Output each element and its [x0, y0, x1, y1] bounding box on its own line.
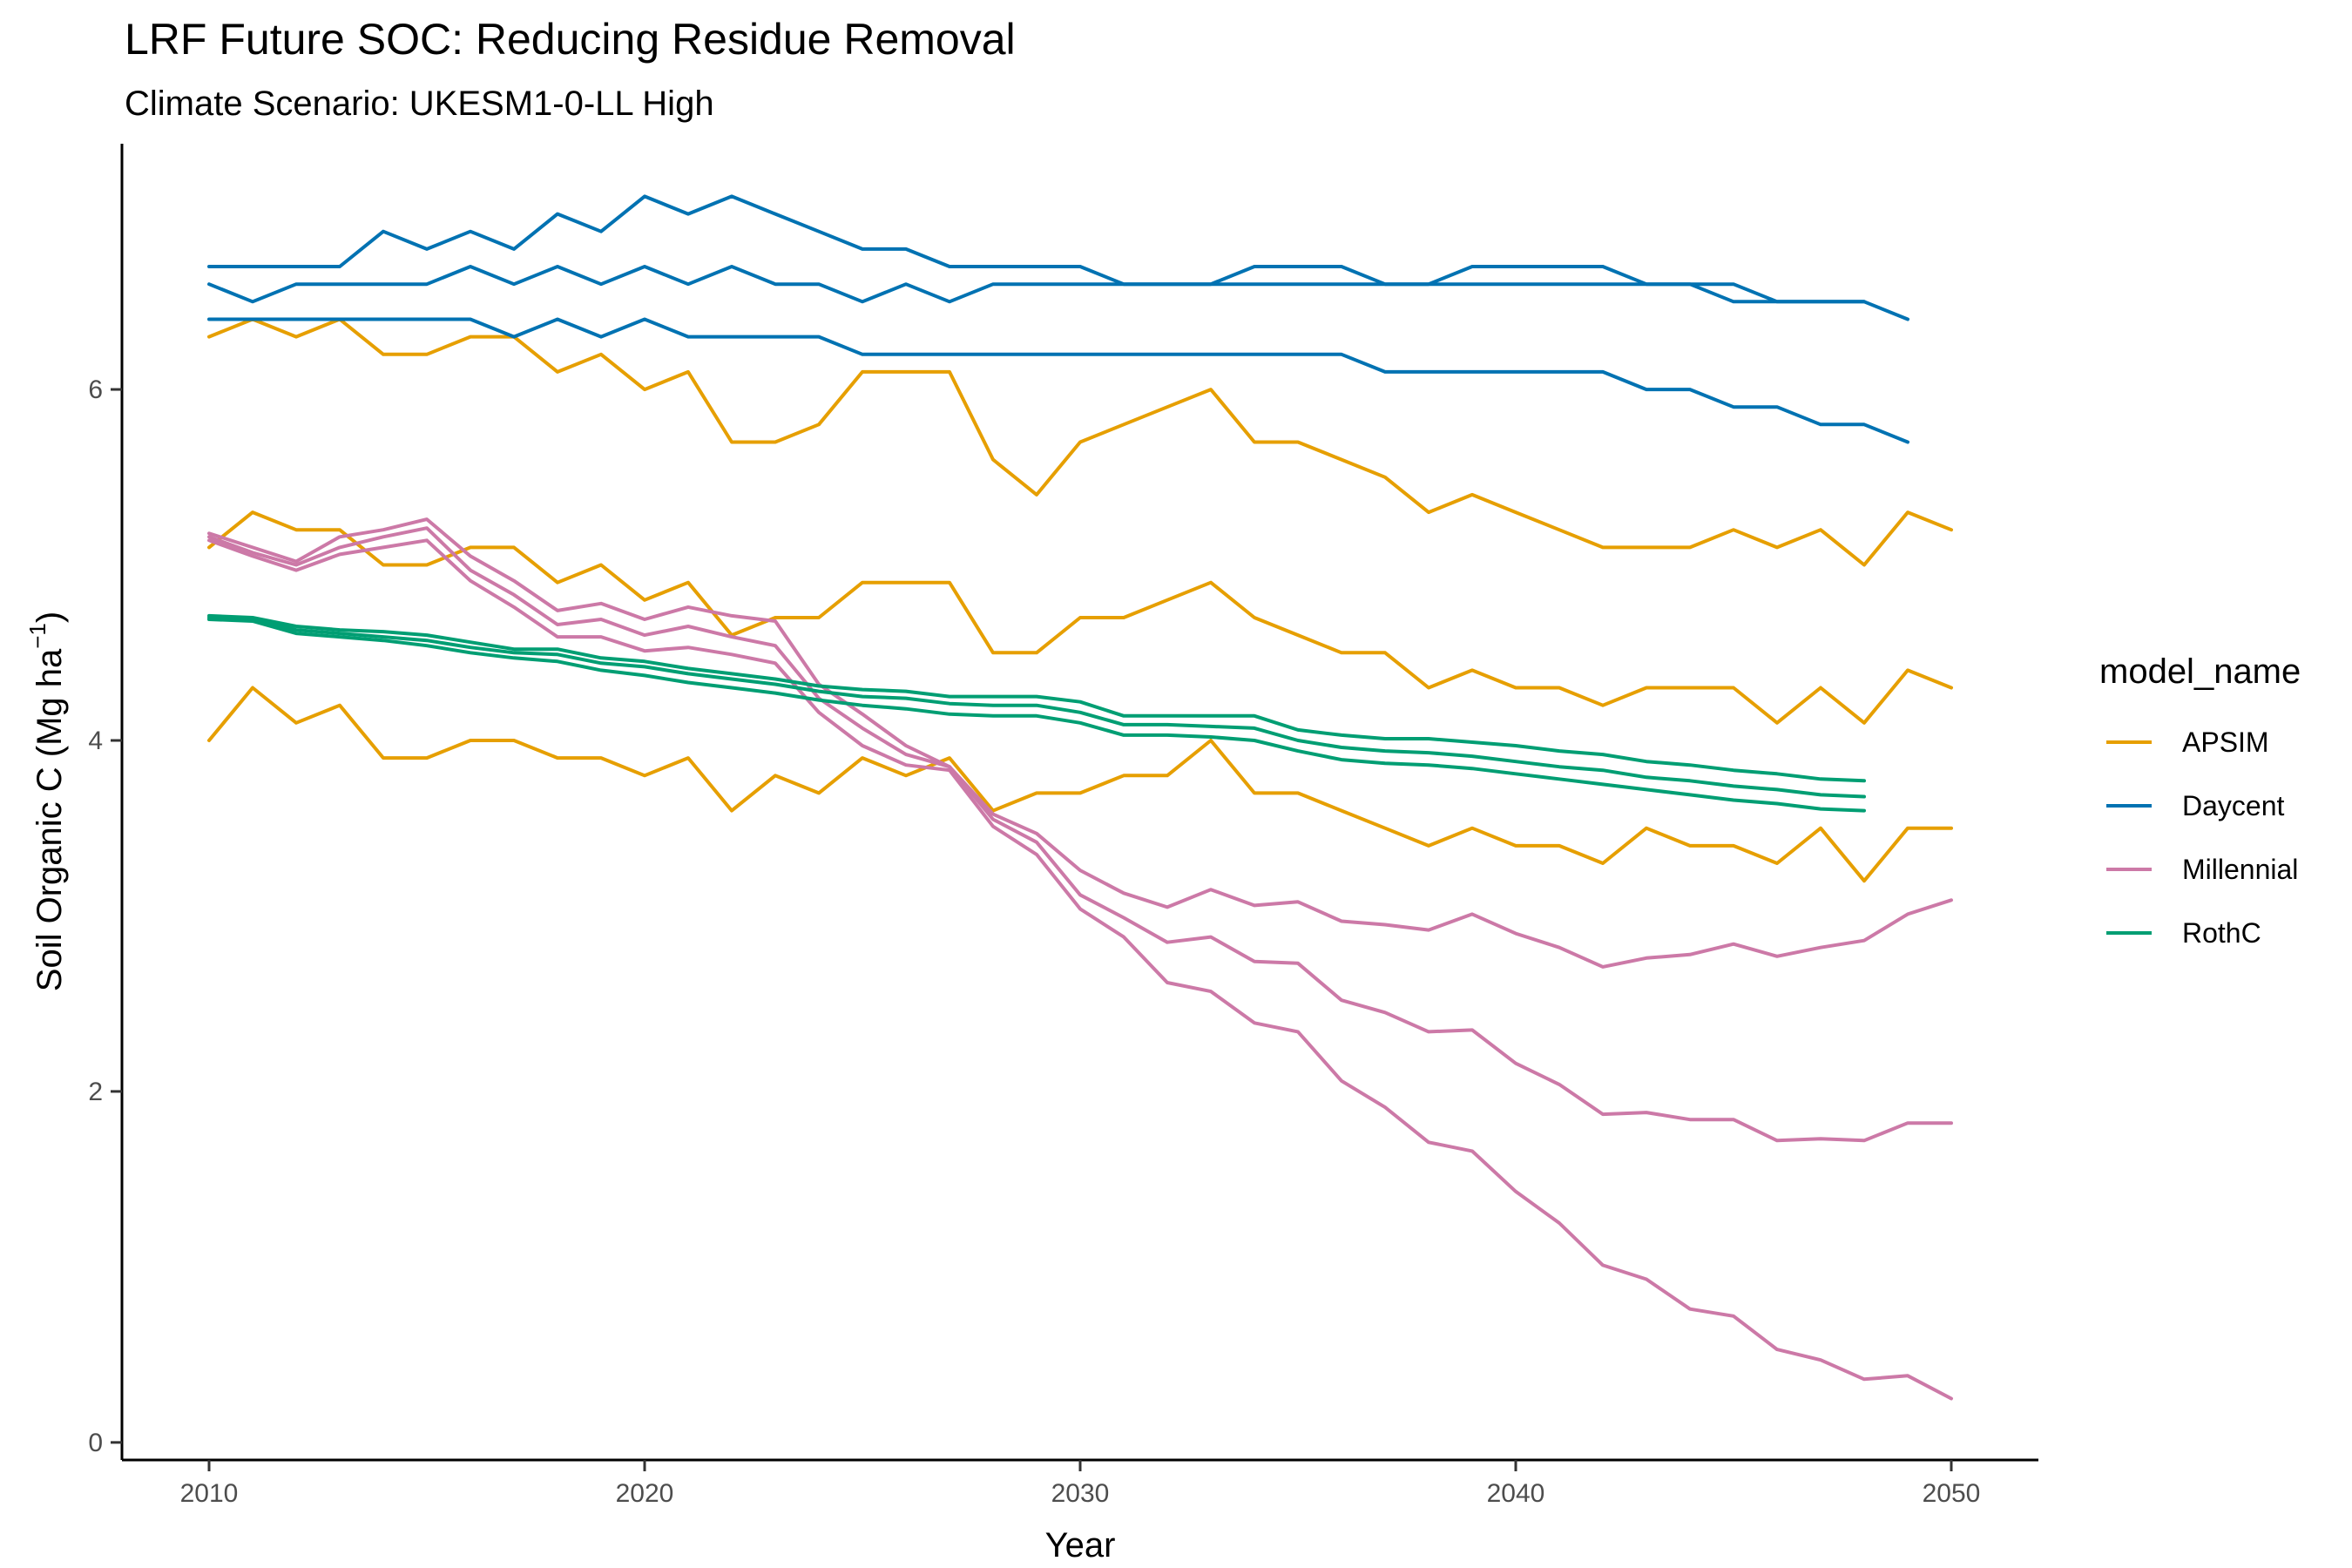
x-tick-label-2010: 2010: [180, 1479, 239, 1508]
series-line-apsim-3: [207, 686, 1953, 883]
y-axis-title: Soil Organic C (Mg ha−1): [24, 612, 69, 991]
x-tick-label-2020: 2020: [616, 1479, 674, 1508]
x-tick-label-2050: 2050: [1923, 1479, 1981, 1508]
series-line-apsim-2: [207, 510, 1953, 725]
x-tick-label-2040: 2040: [1487, 1479, 1545, 1508]
series-line-rothc-12: [207, 618, 1866, 813]
y-tick-label-0: 0: [88, 1429, 103, 1457]
x-axis-title: Year: [1045, 1526, 1116, 1565]
series-line-rothc-10: [207, 613, 1866, 783]
y-axis-title-main: Soil Organic C (Mg ha: [30, 648, 69, 991]
y-axis-title-end: ): [30, 612, 69, 623]
x-axis-ticks: 2010 2020 2030 2040 2050: [180, 1460, 1981, 1508]
legend: APSIM Daycent Millennial RothC: [2106, 727, 2298, 949]
series-line-daycent-4: [207, 194, 1909, 321]
series-line-apsim-1: [207, 317, 1953, 567]
series-line-millennial-9: [207, 538, 1953, 1401]
legend-label-apsim: APSIM: [2182, 727, 2269, 758]
x-tick-label-2030: 2030: [1051, 1479, 1110, 1508]
series-line-daycent-5: [207, 265, 1866, 304]
legend-label-millennial: Millennial: [2182, 854, 2298, 885]
series-line-millennial-8: [207, 526, 1953, 1143]
y-tick-label-2: 2: [88, 1078, 103, 1106]
chart-title: LRF Future SOC: Reducing Residue Removal: [125, 15, 1016, 64]
y-tick-label-6: 6: [88, 375, 103, 404]
legend-title: model_name: [2099, 652, 2301, 691]
series-line-daycent-6: [207, 317, 1909, 444]
legend-label-daycent: Daycent: [2182, 790, 2285, 821]
chart-subtitle: Climate Scenario: UKESM1-0-LL High: [125, 84, 714, 123]
y-axis-title-superscript: −1: [24, 623, 51, 649]
legend-label-rothc: RothC: [2182, 917, 2261, 949]
series-line-rothc-11: [207, 616, 1866, 799]
y-tick-label-4: 4: [88, 727, 103, 755]
series-line-millennial-7: [207, 517, 1953, 969]
plot-lines: [207, 194, 1953, 1401]
y-axis-ticks: 0 2 4 6: [88, 375, 122, 1457]
